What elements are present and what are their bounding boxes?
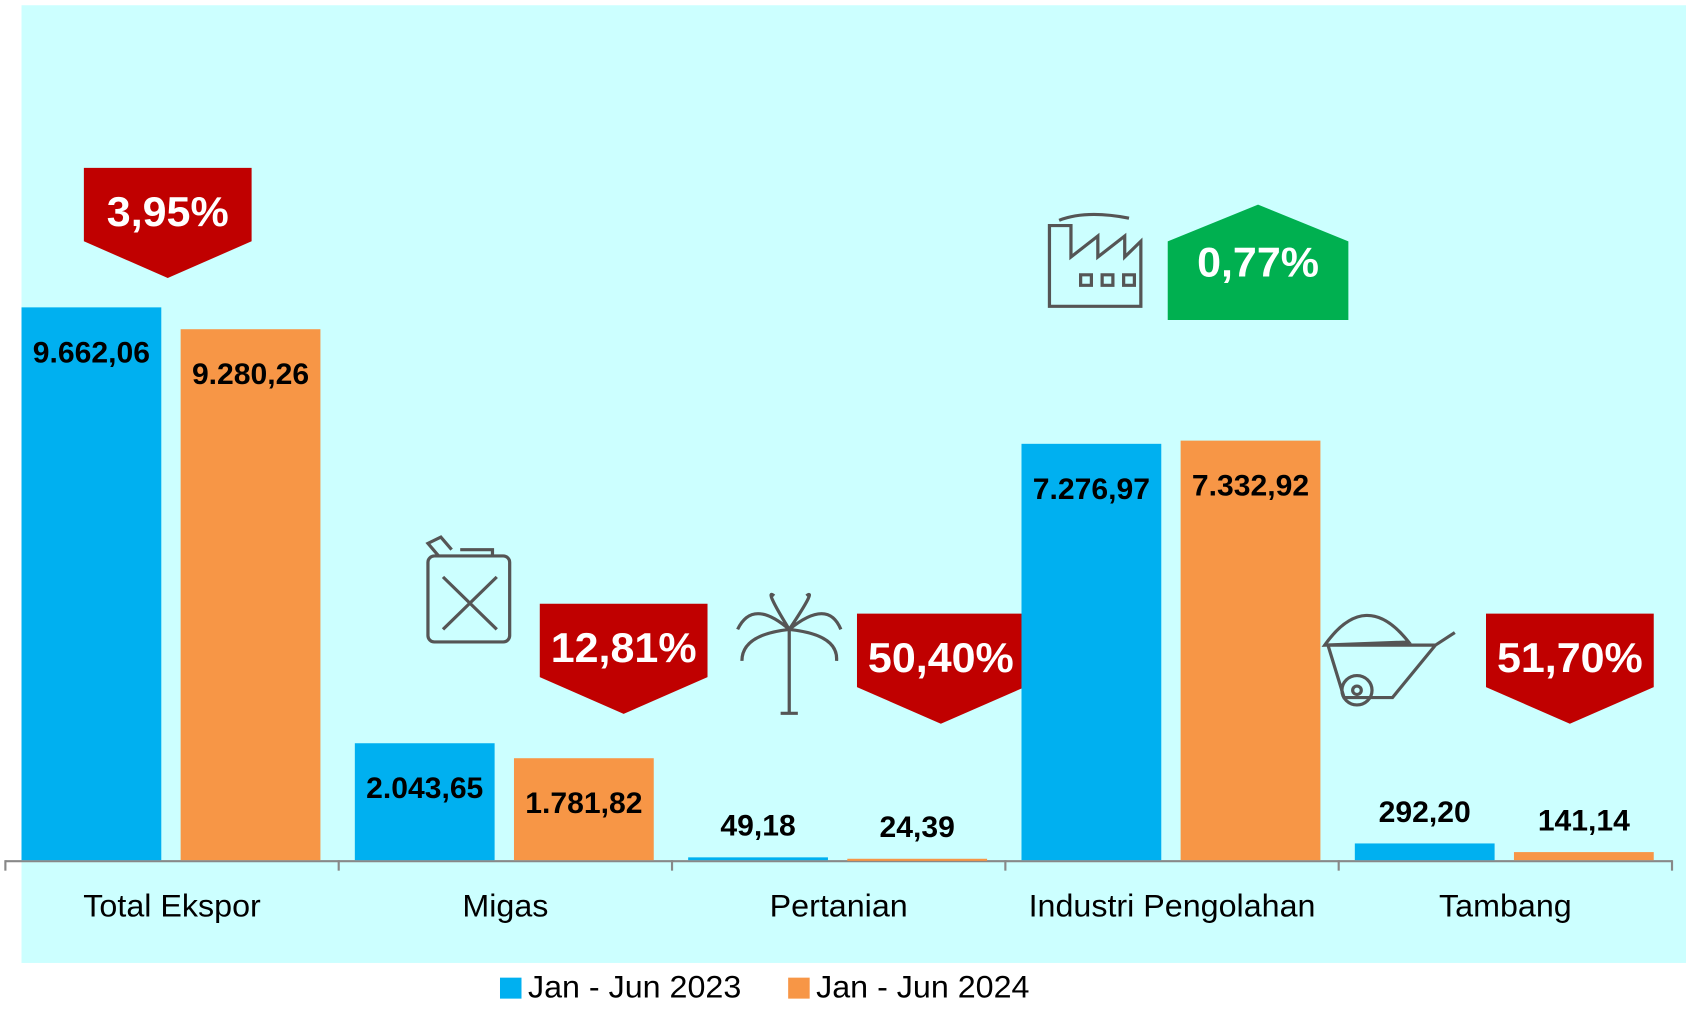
bar xyxy=(688,857,828,861)
change-badge xyxy=(856,613,1025,724)
factory-icon xyxy=(1047,212,1143,308)
bar xyxy=(180,329,321,861)
change-badge xyxy=(539,603,708,714)
value-label: 7.332,92 xyxy=(1192,470,1309,503)
value-label: 49,18 xyxy=(720,810,795,843)
legend-swatch xyxy=(788,977,810,999)
value-label: 7.276,97 xyxy=(1033,473,1150,506)
bar xyxy=(1354,843,1495,861)
bar xyxy=(21,307,162,861)
x-tick-label: Migas xyxy=(462,888,548,924)
value-label: 2.043,65 xyxy=(366,773,483,806)
change-badge xyxy=(1486,613,1654,724)
value-label: 9.280,26 xyxy=(192,359,309,392)
change-label: 50,40% xyxy=(868,635,1014,681)
x-tick-label: Tambang xyxy=(1439,888,1572,924)
change-label: 12,81% xyxy=(551,625,697,671)
bar xyxy=(1180,440,1321,861)
jerrycan-icon xyxy=(425,535,512,644)
palm-icon xyxy=(736,592,843,715)
change-badge xyxy=(83,167,252,278)
legend-label: Jan - Jun 2024 xyxy=(816,969,1029,1005)
value-label: 292,20 xyxy=(1379,796,1471,829)
legend-swatch xyxy=(499,977,522,999)
change-label: 0,77% xyxy=(1197,240,1319,286)
x-tick-label: Total Ekspor xyxy=(83,888,261,924)
bar xyxy=(354,743,495,861)
change-label: 3,95% xyxy=(107,190,229,236)
bar xyxy=(513,758,654,861)
value-label: 24,39 xyxy=(880,811,955,844)
value-label: 1.781,82 xyxy=(525,788,642,821)
value-label: 141,14 xyxy=(1538,805,1631,838)
wheelbarrow-icon xyxy=(1321,613,1456,707)
bar xyxy=(1021,443,1162,861)
bar xyxy=(1513,852,1654,861)
x-tick-label: Industri Pengolahan xyxy=(1029,888,1316,924)
value-label: 9.662,06 xyxy=(33,337,150,370)
change-label: 51,70% xyxy=(1497,635,1643,681)
x-tick-label: Pertanian xyxy=(770,888,908,924)
bar xyxy=(847,858,988,861)
change-badge xyxy=(1167,204,1349,320)
legend-label: Jan - Jun 2023 xyxy=(528,969,741,1005)
